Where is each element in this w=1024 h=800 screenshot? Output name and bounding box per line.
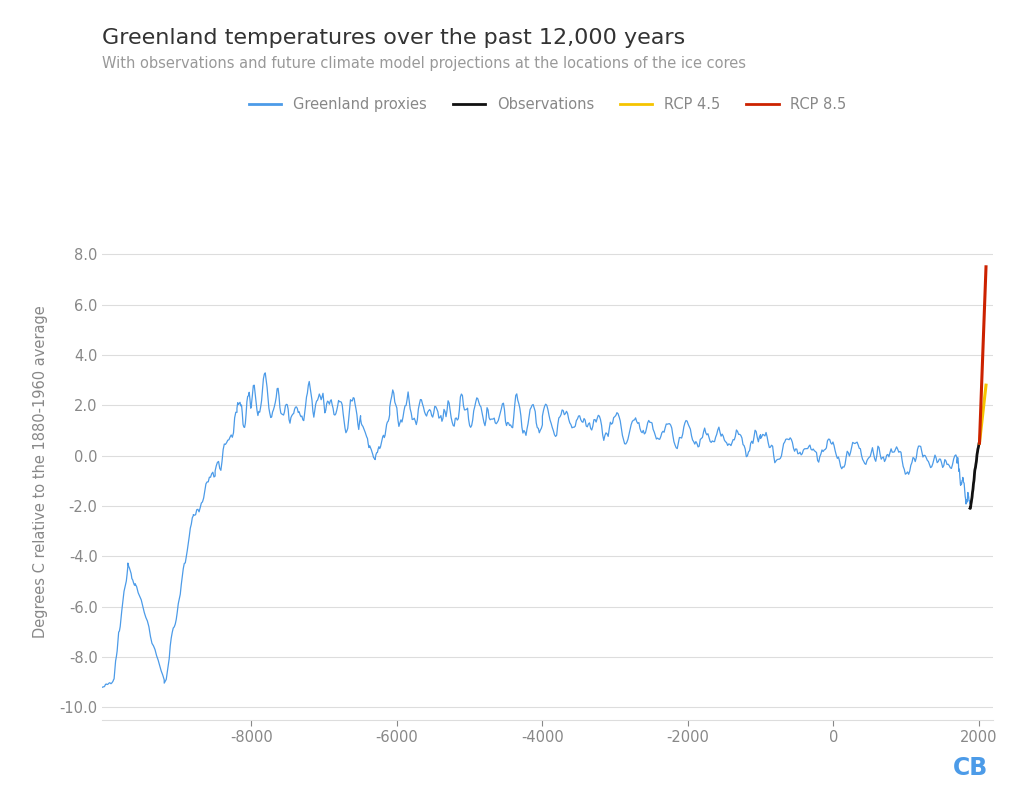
Text: Greenland temperatures over the past 12,000 years: Greenland temperatures over the past 12,… [102, 28, 686, 48]
Text: With observations and future climate model projections at the locations of the i: With observations and future climate mod… [102, 56, 746, 71]
Text: CB: CB [953, 756, 988, 780]
Y-axis label: Degrees C relative to the 1880-1960 average: Degrees C relative to the 1880-1960 aver… [34, 306, 48, 638]
Legend: Greenland proxies, Observations, RCP 4.5, RCP 8.5: Greenland proxies, Observations, RCP 4.5… [244, 91, 852, 118]
